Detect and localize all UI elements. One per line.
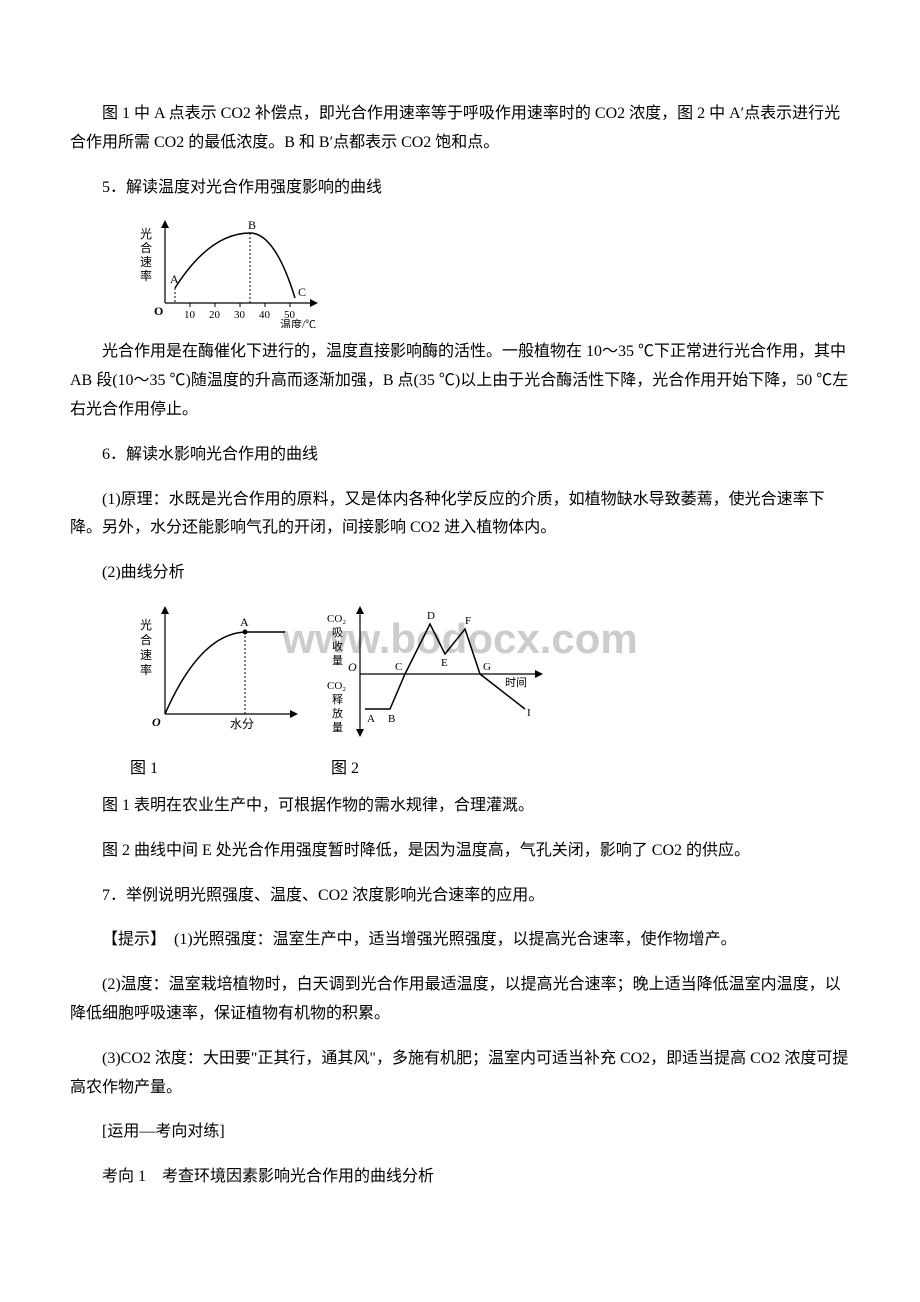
y-upper: 收 xyxy=(332,639,343,653)
y-label-char: 合 xyxy=(140,240,152,255)
diagram-temperature: 光 合 速 率 10 20 30 40 50 温度/℃ A B C O xyxy=(130,218,850,328)
point-b: B xyxy=(248,218,256,232)
y-label-char: 速 xyxy=(140,648,152,662)
y-label-char: 光 xyxy=(140,227,152,241)
pt-e: E xyxy=(441,657,448,669)
x-tick: 40 xyxy=(259,309,271,321)
co2-time-chart-svg: CO₂ 吸 收 量 CO₂ 释 放 量 O A B C D E F G I 时间 xyxy=(305,604,555,744)
pt-d: D xyxy=(427,610,435,622)
y-upper: CO₂ xyxy=(327,613,346,625)
x-tick: 20 xyxy=(209,309,221,321)
y-lower: 放 xyxy=(332,706,343,720)
y-label-char: 合 xyxy=(140,632,152,647)
paragraph-4: (2)曲线分析 xyxy=(70,559,850,588)
y-label-char: 光 xyxy=(140,618,152,632)
figure-labels: 图 1 图 2 xyxy=(130,754,850,778)
water-chart-svg: 光 合 速 率 A O 水分 xyxy=(130,604,305,734)
content-wrapper: 图 1 中 A 点表示 CO2 补偿点，即光合作用速率等于呼吸作用速率时的 CO… xyxy=(70,100,850,1192)
point-a: A xyxy=(170,272,179,286)
pt-f: F xyxy=(465,615,471,627)
paragraph-9: (3)CO2 浓度：大田要"正其行，通其风"，多施有机肥；温室内可适当补充 CO… xyxy=(70,1045,850,1103)
x-label: 时间 xyxy=(505,676,527,689)
point-c: C xyxy=(298,285,306,299)
y-upper: 量 xyxy=(332,654,343,667)
origin: O xyxy=(348,660,357,674)
heading-6: 6．解读水影响光合作用的曲线 xyxy=(70,441,850,470)
paragraph-6: 图 2 曲线中间 E 处光合作用强度暂时降低，是因为温度高，气孔关闭，影响了 C… xyxy=(70,837,850,866)
y-lower: CO₂ xyxy=(327,680,346,692)
pt-g: G xyxy=(483,661,491,673)
y-label-char: 率 xyxy=(140,662,152,677)
pt-c: C xyxy=(395,661,402,673)
pt-a: A xyxy=(367,713,375,725)
y-lower: 量 xyxy=(332,721,343,734)
pt-i: I xyxy=(527,707,531,719)
x-tick: 30 xyxy=(234,309,246,321)
paragraph-2: 光合作用是在酶催化下进行的，温度直接影响酶的活性。一般植物在 10～35 ℃下正… xyxy=(70,338,850,424)
y-label-char: 速 xyxy=(140,255,152,269)
y-lower: 释 xyxy=(332,693,343,706)
y-upper: 吸 xyxy=(332,627,343,639)
x-label: 水分 xyxy=(230,717,254,731)
heading-5: 5．解读温度对光合作用强度影响的曲线 xyxy=(70,174,850,203)
paragraph-8: (2)温度：温室栽培植物时，白天调到光合作用最适温度，以提高光合速率；晚上适当降… xyxy=(70,971,850,1029)
section-label: [运用—考向对练] xyxy=(70,1118,850,1147)
temperature-chart-svg: 光 合 速 率 10 20 30 40 50 温度/℃ A B C O xyxy=(130,218,330,328)
kaoxiang-1: 考向 1 考查环境因素影响光合作用的曲线分析 xyxy=(70,1163,850,1192)
x-tick: 10 xyxy=(184,309,196,321)
paragraph-7: 【提示】 (1)光照强度：温室生产中，适当增强光照强度，以提高光合速率，使作物增… xyxy=(70,926,850,955)
pt-b: B xyxy=(388,713,395,725)
paragraph-5: 图 1 表明在农业生产中，可根据作物的需水规律，合理灌溉。 xyxy=(70,792,850,821)
fig1-label: 图 1 xyxy=(130,760,158,777)
point-a: A xyxy=(240,615,249,629)
origin: O xyxy=(152,715,161,729)
origin: O xyxy=(154,304,163,318)
y-label-char: 率 xyxy=(140,268,152,283)
paragraph-3: (1)原理：水既是光合作用的原料，又是体内各种化学反应的介质，如植物缺水导致萎蔫… xyxy=(70,486,850,544)
x-axis-label: 温度/℃ xyxy=(280,317,316,328)
fig2-label: 图 2 xyxy=(331,760,359,777)
paragraph-1: 图 1 中 A 点表示 CO2 补偿点，即光合作用速率等于呼吸作用速率时的 CO… xyxy=(70,100,850,158)
diagram-pair: 光 合 速 率 A O 水分 CO₂ 吸 收 量 CO₂ xyxy=(130,604,850,744)
heading-7: 7．举例说明光照强度、温度、CO2 浓度影响光合速率的应用。 xyxy=(70,882,850,911)
